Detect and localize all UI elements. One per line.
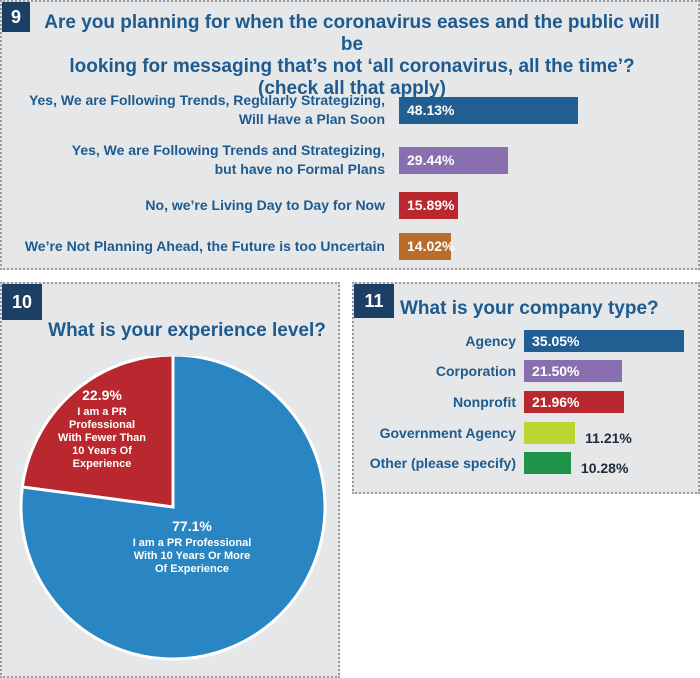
bar-category-label: Corporation: [435, 363, 516, 379]
bar-category-label-line: Yes, We are Following Trends and Strateg…: [71, 142, 385, 158]
bar-value-label: 35.05%: [532, 333, 580, 349]
bar-category-label: Government Agency: [379, 425, 516, 441]
pie-slice-label-line: With 10 Years Or More: [134, 550, 250, 562]
question-10-panel: 10 What is your experience level? 22.9% I…: [0, 282, 340, 678]
bar: [399, 192, 459, 219]
pie-slice-label-line: Experience: [73, 458, 132, 470]
pie-slice-value-label: 77.1%: [172, 518, 212, 534]
question-title: What is your company type?: [400, 298, 659, 319]
bar-category-label: Yes, We are Following Trends and Strateg…: [72, 141, 385, 179]
question-title: What is your experience level?: [48, 320, 326, 341]
bar: [399, 147, 509, 174]
bar-value-label: 10.28%: [580, 460, 629, 476]
pie-slice: [20, 356, 175, 509]
bar: [524, 422, 576, 444]
bar-category-label-line: but have no Formal Plans: [214, 161, 385, 177]
bar-category-label-line: We’re Not Planning Ahead, the Future is …: [24, 237, 385, 254]
bar-category-label: Other (please specify): [369, 455, 516, 471]
question-title-line: (check all that apply): [258, 78, 446, 99]
bar: [524, 360, 623, 382]
pie-slice-label-line: I am a PR: [77, 406, 127, 418]
pie-slice-label-line: Of Experience: [155, 563, 229, 575]
bar: [524, 330, 684, 352]
question-number-badge: 11: [354, 284, 394, 318]
bar-value-label: 11.21%: [585, 430, 632, 446]
bar-value-label: 21.96%: [532, 394, 580, 410]
question-9-panel: 9 Are you planning for when the coronavi…: [0, 0, 700, 270]
question-title-line: looking for messaging that’s not ‘all co…: [69, 56, 635, 77]
bar-value-label: 48.13%: [407, 102, 455, 118]
question-title: Are you planning for when the coronaviru…: [32, 12, 672, 100]
bar-value-label: 21.50%: [532, 363, 580, 379]
bar-value-label: 29.44%: [407, 152, 455, 168]
bar: [524, 452, 571, 474]
bar-category-label-line: Yes, We are Following Trends, Regularly …: [28, 92, 385, 108]
bar-value-label: 14.02%: [407, 238, 455, 254]
question-number-badge: 10: [2, 284, 42, 320]
bar-category-label-line: No, we’re Living Day to Day for Now: [145, 196, 385, 213]
pie-slice: [19, 356, 327, 661]
question-11-panel: 11 What is your company type? Agency 35.0…: [352, 282, 700, 494]
bar-category-label: Nonprofit: [453, 394, 516, 410]
pie-slice-value-label: 22.9%: [82, 387, 122, 403]
pie-slice-label-line: 10 Years Of: [72, 445, 132, 457]
pie-slice-label-line: Professional: [69, 419, 135, 431]
bar-category-label: Yes, We are Following Trends, Regularly …: [29, 91, 385, 129]
bar-category-label: Agency: [465, 333, 516, 349]
question-title-line: Are you planning for when the coronaviru…: [44, 12, 660, 55]
bar-category-label: We’re Not Planning Ahead, the Future is …: [25, 237, 385, 256]
bar: [399, 233, 452, 260]
question-number-badge: 9: [2, 2, 30, 32]
bar: [524, 391, 625, 413]
bar: [399, 97, 578, 124]
pie-slice-label-line: With Fewer Than: [58, 432, 146, 444]
bar-value-label: 15.89%: [407, 197, 455, 213]
bar-category-label: No, we’re Living Day to Day for Now: [145, 196, 385, 215]
bar-category-label-line: Will Have a Plan Soon: [238, 111, 385, 127]
pie-slice-label-line: I am a PR Professional: [133, 537, 252, 549]
